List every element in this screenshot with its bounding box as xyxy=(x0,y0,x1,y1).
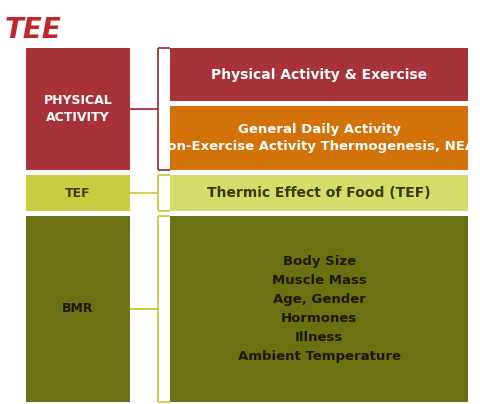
Text: Thermic Effect of Food (TEF): Thermic Effect of Food (TEF) xyxy=(207,186,431,200)
Text: TEE: TEE xyxy=(5,16,62,44)
Bar xyxy=(26,216,130,402)
Text: General Daily Activity
(Non-Exercise Activity Thermogenesis, NEAT): General Daily Activity (Non-Exercise Act… xyxy=(149,123,480,153)
Bar xyxy=(170,106,468,170)
Text: Body Size
Muscle Mass
Age, Gender
Hormones
Illness
Ambient Temperature: Body Size Muscle Mass Age, Gender Hormon… xyxy=(238,255,401,363)
Text: Physical Activity & Exercise: Physical Activity & Exercise xyxy=(211,68,427,82)
Bar xyxy=(170,216,468,402)
Bar xyxy=(26,48,130,170)
Text: TEF: TEF xyxy=(65,187,91,200)
Text: PHYSICAL
ACTIVITY: PHYSICAL ACTIVITY xyxy=(44,95,112,124)
Text: BMR: BMR xyxy=(62,302,94,316)
Bar xyxy=(170,175,468,211)
Bar xyxy=(26,175,130,211)
Bar xyxy=(170,48,468,101)
